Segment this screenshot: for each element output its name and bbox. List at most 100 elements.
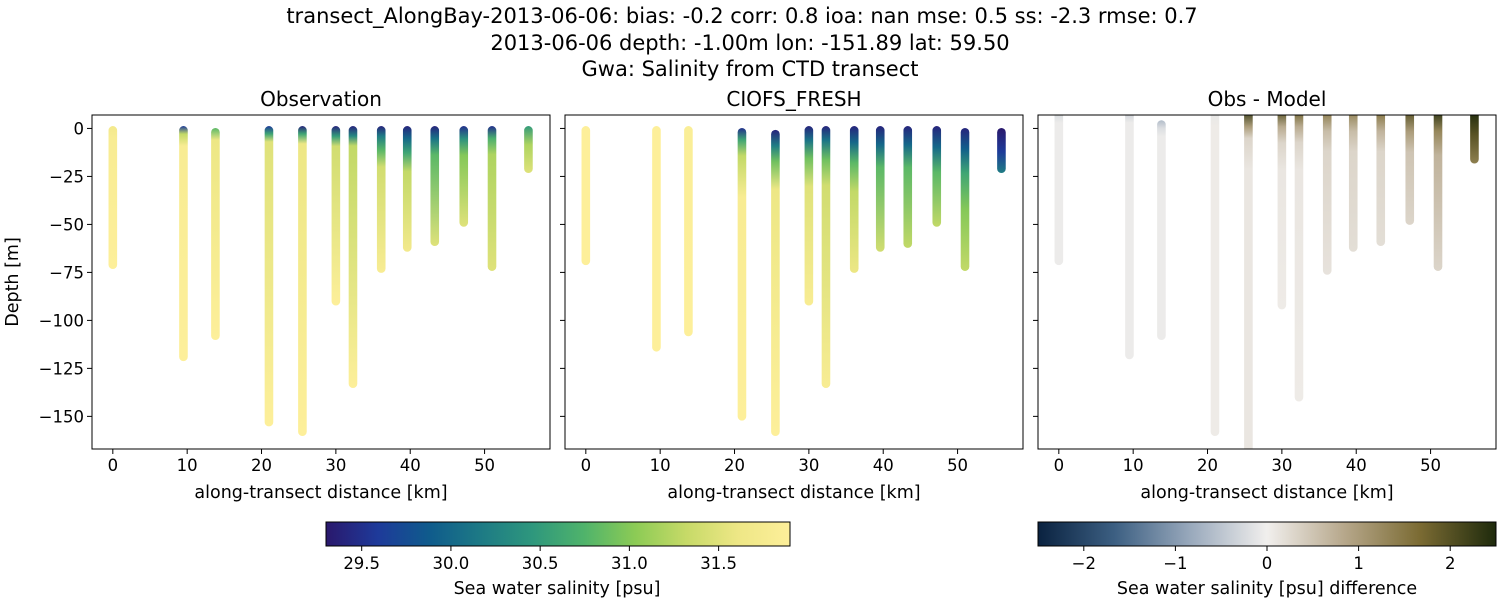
profile-difference-4: [1244, 115, 1253, 449]
x-tick-label: 0: [1054, 456, 1065, 475]
y-tick-label: 0: [74, 119, 85, 138]
x-tick-label: 20: [724, 456, 745, 475]
model-title: CIOFS_FRESH: [726, 87, 861, 111]
x-tick-label: 50: [1420, 456, 1441, 475]
profile-model-7: [849, 126, 859, 273]
difference-profiles: [1054, 115, 1479, 449]
x-tick-label: 50: [474, 456, 495, 475]
observation-x-axis-label: along-transect distance [km]: [194, 483, 447, 503]
profile-observation-4: [298, 126, 307, 437]
x-tick-label: 20: [251, 456, 272, 475]
colorbar-tick-label: 0: [1262, 554, 1273, 573]
profile-observation-0: [108, 126, 118, 270]
profile-model-0: [581, 126, 591, 266]
profile-observation-1: [179, 126, 188, 362]
colorbar-tick-label: 31.5: [700, 554, 737, 573]
salinity-colorbar: Sea water salinity [psu] 29.5 30.0 30.5 31.…: [325, 521, 791, 599]
profile-difference-10: [1405, 115, 1415, 225]
colorbar-tick-label: 31.0: [611, 554, 648, 573]
profile-observation-6: [348, 126, 358, 389]
profile-difference-3: [1210, 115, 1220, 437]
y-tick-label: −50: [49, 215, 84, 234]
model-panel: CIOFS_FRESH along-transect distance [km]…: [560, 87, 1024, 503]
y-tick-label: −150: [39, 407, 84, 426]
difference-colorbar: Sea water salinity [psu] difference −2 −1…: [1037, 521, 1497, 599]
x-tick-label: 50: [947, 456, 968, 475]
x-tick-label: 10: [650, 456, 671, 475]
profile-difference-8: [1348, 115, 1358, 252]
x-tick-label: 40: [400, 456, 421, 475]
x-tick-label: 0: [108, 456, 119, 475]
profile-model-10: [932, 126, 942, 227]
profile-model-6: [821, 126, 831, 389]
profile-observation-9: [430, 126, 440, 246]
profile-observation-12: [524, 126, 533, 174]
model-x-axis-label: along-transect distance [km]: [667, 483, 920, 503]
salinity-colorbar-label: Sea water salinity [psu]: [454, 579, 661, 599]
colorbar-bar: [325, 521, 791, 547]
observation-axes-frame: [91, 114, 551, 450]
profile-model-5: [804, 126, 814, 306]
x-tick-label: 30: [798, 456, 819, 475]
title-line-1: transect_AlongBay-2013-06-06: bias: -0.2…: [286, 4, 1197, 29]
colorbar-tick-label: 2: [1445, 554, 1456, 573]
profile-model-9: [903, 126, 913, 248]
profile-model-2: [684, 126, 693, 337]
y-axis-label: Depth [m]: [3, 237, 23, 327]
profile-observation-7: [376, 126, 386, 273]
title-line-2: 2013-06-06 depth: -1.00m lon: -151.89 la…: [490, 31, 1009, 55]
difference-title: Obs - Model: [1208, 87, 1327, 111]
observation-panel: Observation Depth [m] along-transect dis…: [3, 87, 551, 503]
figure-title: transect_AlongBay-2013-06-06: bias: -0.2…: [286, 4, 1197, 81]
difference-panel: Obs - Model along-transect distance [km]…: [1033, 87, 1497, 503]
y-tick-label: −75: [49, 263, 84, 282]
profile-difference-7: [1322, 115, 1332, 275]
profile-observation-11: [487, 126, 497, 271]
colorbar-tick-label: 29.5: [343, 554, 380, 573]
profile-observation-2: [211, 127, 220, 341]
x-tick-label: 0: [581, 456, 592, 475]
profile-difference-11: [1433, 115, 1443, 271]
colorbar-tick-label: −2: [1072, 554, 1096, 573]
x-tick-label: 10: [177, 456, 198, 475]
colorbar-tick-label: 30.5: [522, 554, 559, 573]
x-tick-label: 30: [325, 456, 346, 475]
profile-difference-9: [1376, 115, 1386, 246]
observation-profiles: [108, 126, 533, 437]
profile-difference-6: [1294, 115, 1304, 402]
observation-title: Observation: [260, 87, 382, 111]
x-tick-label: 10: [1123, 456, 1144, 475]
profile-observation-10: [459, 126, 469, 227]
profile-model-4: [771, 129, 780, 437]
colorbar-tick-label: 1: [1353, 554, 1364, 573]
y-tick-label: −125: [39, 359, 84, 378]
difference-axes-frame: [1037, 114, 1497, 450]
profile-difference-12: [1470, 115, 1479, 164]
colorbar-tick-label: 30.0: [433, 554, 470, 573]
profile-model-8: [875, 126, 885, 252]
colorbar-bar: [1037, 521, 1497, 547]
x-tick-label: 40: [873, 456, 894, 475]
x-tick-label: 20: [1197, 456, 1218, 475]
y-tick-label: −25: [49, 167, 84, 186]
y-tick-label: −100: [39, 311, 84, 330]
profile-observation-8: [402, 126, 412, 252]
profile-observation-3: [264, 126, 274, 427]
x-tick-label: 40: [1346, 456, 1367, 475]
model-profiles: [581, 126, 1006, 437]
profile-observation-5: [331, 126, 341, 306]
profile-difference-2: [1157, 120, 1166, 341]
profile-difference-1: [1125, 115, 1134, 360]
title-line-3: Gwa: Salinity from CTD transect: [582, 57, 919, 81]
profile-model-3: [737, 127, 747, 421]
x-tick-label: 30: [1271, 456, 1292, 475]
difference-colorbar-label: Sea water salinity [psu] difference: [1117, 579, 1417, 599]
profile-model-11: [960, 127, 970, 271]
profile-difference-5: [1277, 115, 1287, 310]
difference-x-axis-label: along-transect distance [km]: [1140, 483, 1393, 503]
profile-model-1: [652, 126, 661, 352]
profile-model-12: [997, 127, 1006, 174]
profile-difference-0: [1054, 115, 1064, 266]
colorbar-tick-label: −1: [1163, 554, 1187, 573]
